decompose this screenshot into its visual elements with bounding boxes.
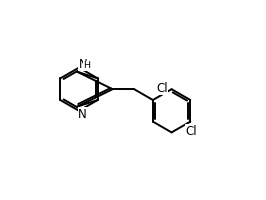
Text: N: N [78, 108, 87, 121]
Text: Cl: Cl [186, 125, 197, 138]
Text: N: N [79, 58, 88, 71]
Text: H: H [83, 61, 90, 70]
Text: Cl: Cl [156, 82, 168, 95]
